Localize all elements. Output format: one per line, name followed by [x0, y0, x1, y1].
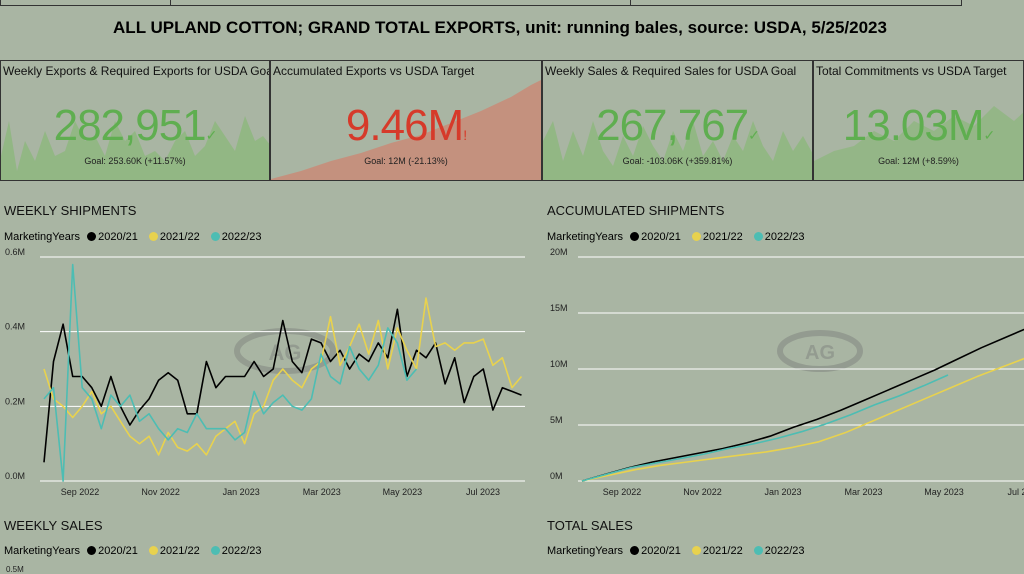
legend-label: MarketingYears	[4, 545, 81, 557]
x-tick-label: May 2023	[383, 487, 423, 497]
legend-label: MarketingYears	[547, 545, 624, 557]
weekly-sales-title: WEEKLY SALES	[4, 518, 103, 533]
legend-item[interactable]: 2022/23	[753, 545, 809, 557]
card-title: Accumulated Exports vs USDA Target	[273, 64, 475, 78]
page-title: ALL UPLAND COTTON; GRAND TOTAL EXPORTS, …	[113, 18, 887, 37]
weekly-shipments-title: WEEKLY SHIPMENTS	[4, 203, 137, 218]
legend-label: MarketingYears	[4, 231, 81, 243]
kpi-card-weekly-exports[interactable]: Weekly Exports & Required Exports for US…	[0, 60, 270, 181]
legend-item[interactable]: 2020/21	[87, 231, 142, 243]
card-sparkline	[1, 116, 269, 180]
legend-item[interactable]: 2020/21	[87, 545, 142, 557]
kpi-goal: Goal: 253.60K (+11.57%)	[84, 156, 186, 166]
x-tick-label: Jul 2023	[466, 487, 500, 497]
legend-total-sales: MarketingYears 2020/21 2021/22 2022/23	[547, 545, 813, 557]
top-strip	[0, 0, 1024, 6]
watermark-logo: AG	[777, 330, 863, 372]
kpi-value: 9.46M!	[345, 101, 467, 150]
y-tick-label: 0.0M	[5, 471, 25, 481]
card-sparkline	[814, 106, 1023, 180]
series-line-2020-21[interactable]	[43, 308, 522, 463]
accumulated-shipments-chart[interactable]: AG 0M 5M 10M 15M 20M Sep 2022 Nov 2022 Jan 2023…	[540, 248, 1024, 500]
card-title: Weekly Sales & Required Sales for USDA G…	[545, 64, 797, 78]
svg-text:AG: AG	[805, 342, 835, 364]
kpi-card-total-commitments[interactable]: Total Commitments vs USDA Target 13.03M✓…	[813, 60, 1024, 181]
x-tick-label: May 2023	[924, 487, 964, 497]
top-strip-seg	[170, 0, 631, 6]
legend-item[interactable]: 2020/21	[630, 545, 685, 557]
card-title: Total Commitments vs USDA Target	[816, 64, 1007, 78]
legend-weekly-sales: MarketingYears 2020/21 2021/22 2022/23	[4, 545, 270, 557]
legend-item[interactable]: 2022/23	[210, 231, 266, 243]
weekly-sales-y-tick: 0.5M	[6, 565, 24, 574]
kpi-card-accumulated-exports[interactable]: Accumulated Exports vs USDA Target 9.46M…	[270, 60, 542, 181]
total-sales-title: TOTAL SALES	[547, 518, 633, 533]
y-tick-label: 20M	[550, 248, 568, 257]
x-tick-label: Sep 2022	[603, 487, 642, 497]
card-area	[271, 80, 541, 180]
legend-item[interactable]: 2020/21	[630, 231, 685, 243]
y-tick-label: 0.2M	[5, 396, 25, 406]
x-tick-label: Sep 2022	[61, 487, 100, 497]
series-line-2020-21[interactable]	[581, 328, 1024, 482]
legend-label: MarketingYears	[547, 231, 624, 243]
x-tick-label: Jan 2023	[223, 487, 260, 497]
x-tick-label: Nov 2022	[683, 487, 722, 497]
weekly-shipments-chart[interactable]: AG 0.0M 0.2M 0.4M 0.6M Sep 2022 Nov 2022 Jan 2…	[0, 248, 530, 500]
card-sparkline	[543, 121, 812, 180]
y-tick-label: 5M	[550, 415, 563, 425]
svg-text:AG: AG	[269, 340, 302, 365]
legend-item[interactable]: 2022/23	[753, 231, 809, 243]
legend-weekly-shipments: MarketingYears 2020/21 2021/22 2022/23	[4, 231, 270, 243]
kpi-value: 13.03M✓	[842, 101, 995, 150]
series-line-2021-22[interactable]	[43, 297, 523, 456]
accumulated-shipments-title: ACCUMULATED SHIPMENTS	[547, 203, 725, 218]
top-strip-seg	[630, 0, 962, 6]
series-line-2021-22[interactable]	[581, 347, 1024, 482]
kpi-goal: Goal: -103.06K (+359.81%)	[622, 156, 733, 166]
kpi-goal: Goal: 12M (+8.59%)	[878, 156, 959, 166]
legend-item[interactable]: 2021/22	[691, 231, 747, 243]
y-tick-label: 10M	[550, 359, 568, 369]
x-tick-label: Mar 2023	[844, 487, 882, 497]
y-tick-label: 0.6M	[5, 248, 25, 257]
kpi-goal: Goal: 12M (-21.13%)	[364, 156, 448, 166]
legend-item[interactable]: 2021/22	[691, 545, 747, 557]
card-title: Weekly Exports & Required Exports for US…	[3, 64, 270, 78]
kpi-value: 282,951✓	[53, 101, 218, 150]
legend-item[interactable]: 2021/22	[148, 231, 204, 243]
x-tick-label: Nov 2022	[141, 487, 180, 497]
x-tick-label: Jan 2023	[764, 487, 801, 497]
y-tick-label: 15M	[550, 303, 568, 313]
legend-accumulated-shipments: MarketingYears 2020/21 2021/22 2022/23	[547, 231, 813, 243]
legend-item[interactable]: 2021/22	[148, 545, 204, 557]
series-line-2022-23[interactable]	[43, 263, 418, 482]
kpi-card-weekly-sales[interactable]: Weekly Sales & Required Sales for USDA G…	[542, 60, 813, 181]
y-tick-label: 0M	[550, 471, 563, 481]
x-tick-label: Mar 2023	[303, 487, 341, 497]
series-line-2022-23[interactable]	[581, 374, 949, 482]
x-tick-label: Jul 2023	[1007, 487, 1024, 497]
y-tick-label: 0.4M	[5, 322, 25, 332]
kpi-value: 267,767✓	[596, 101, 760, 150]
legend-item[interactable]: 2022/23	[210, 545, 266, 557]
top-strip-seg	[0, 0, 171, 6]
